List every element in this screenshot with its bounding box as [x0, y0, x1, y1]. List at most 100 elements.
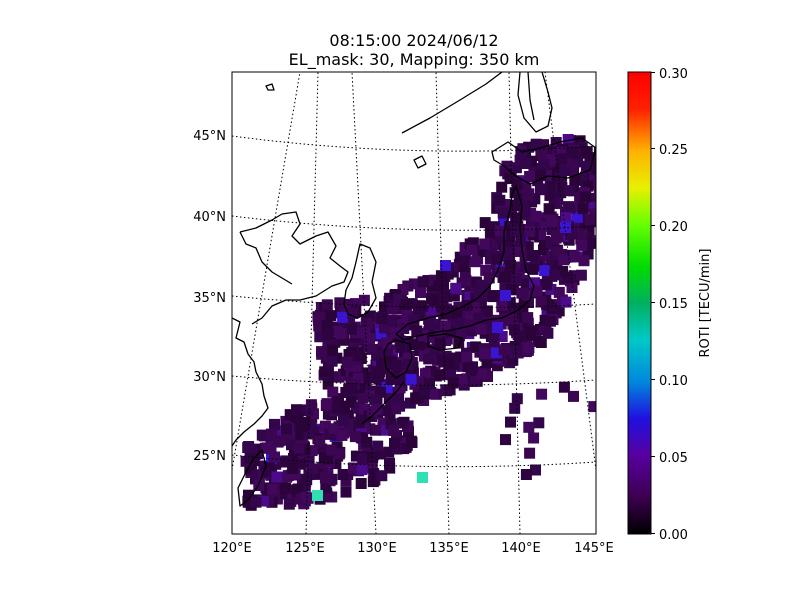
roti-cell: [314, 435, 326, 447]
meridian-145e-inner: [544, 72, 596, 471]
roti-cell: [465, 325, 477, 337]
roti-cell: [356, 409, 368, 421]
roti-cell: [314, 331, 326, 343]
roti-cell: [371, 349, 383, 361]
roti-cell: [291, 404, 302, 416]
roti-cell: [335, 328, 347, 340]
roti-cell: [499, 271, 511, 283]
roti-cell: [364, 333, 375, 345]
roti-cell: [538, 159, 550, 171]
roti-cell: [393, 390, 405, 401]
roti-cell: [500, 434, 511, 446]
roti-cell: [379, 322, 390, 334]
map-title-time: 08:15:00 2024/06/12: [329, 31, 499, 50]
lon-label-125: 125°E: [285, 541, 325, 556]
roti-cell: [436, 301, 448, 313]
roti-cell: [281, 423, 292, 435]
roti-cell: [336, 429, 348, 441]
roti-cell: [380, 405, 392, 417]
roti-cells-layer: [240, 134, 596, 511]
roti-cell: [535, 150, 547, 162]
roti-cell: [576, 222, 588, 234]
roti-cell: [527, 250, 539, 261]
roti-cell: [284, 409, 296, 421]
roti-cell: [364, 310, 376, 322]
map-plot-area: [232, 72, 596, 534]
roti-cell: [266, 483, 278, 495]
roti-cell: [326, 344, 338, 356]
roti-cell: [283, 498, 295, 510]
roti-cell: [515, 330, 527, 342]
roti-cell: [389, 327, 401, 339]
roti-cell: [494, 225, 506, 237]
roti-cell-enhanced: [312, 490, 323, 501]
roti-cell: [479, 238, 491, 250]
roti-cell: [271, 425, 283, 437]
roti-cell: [524, 171, 536, 182]
roti-cell: [343, 418, 355, 430]
roti-cell: [518, 295, 530, 307]
roti-cell: [520, 158, 532, 169]
roti-cell: [502, 246, 514, 258]
roti-cell: [575, 269, 587, 281]
roti-cell: [516, 287, 528, 299]
roti-cell: [333, 448, 345, 460]
roti-cell: [535, 169, 547, 181]
roti-cell: [511, 345, 522, 357]
roti-cell: [559, 164, 571, 176]
roti-cell: [447, 377, 459, 389]
roti-cell: [397, 284, 409, 295]
roti-cell: [313, 320, 325, 332]
roti-cell: [388, 425, 400, 436]
roti-cell: [385, 396, 397, 408]
roti-cell: [314, 311, 326, 323]
roti-cell: [294, 458, 306, 470]
lon-label-145: 145°E: [574, 541, 614, 556]
roti-cell: [593, 186, 596, 198]
roti-cell: [505, 284, 517, 296]
roti-cell: [357, 453, 369, 465]
roti-cell: [523, 342, 535, 354]
roti-cell: [522, 317, 534, 329]
roti-cell: [548, 196, 560, 208]
roti-cell: [376, 470, 388, 482]
roti-cell: [257, 495, 269, 507]
roti-cell: [258, 430, 270, 442]
meridian-140e: [508, 72, 521, 534]
roti-cell: [488, 330, 500, 342]
roti-cell: [322, 329, 334, 341]
roti-cell: [415, 377, 427, 389]
roti-cell: [385, 373, 397, 385]
sado-island: [413, 155, 427, 169]
roti-cell: [542, 327, 554, 339]
roti-cell: [321, 398, 333, 410]
roti-cell: [364, 423, 376, 435]
roti-cell: [456, 375, 468, 387]
roti-cell: [338, 334, 350, 346]
graticule: [232, 72, 596, 534]
roti-cell: [405, 373, 417, 385]
roti-cell: [527, 263, 539, 275]
roti-cell: [556, 153, 568, 165]
roti-cell: [363, 341, 375, 353]
roti-cell-enhanced: [500, 290, 511, 301]
roti-cell: [393, 293, 405, 305]
roti-cell: [480, 264, 492, 276]
roti-cell: [400, 298, 412, 310]
roti-cell: [582, 248, 594, 260]
roti-cell: [571, 211, 583, 223]
roti-cell: [261, 442, 273, 454]
roti-cell: [445, 369, 456, 381]
roti-cell: [569, 174, 581, 186]
roti-cell: [379, 363, 391, 375]
parallel-25n: [232, 454, 596, 468]
roti-cell: [434, 338, 446, 349]
roti-cell: [509, 402, 521, 414]
roti-cell: [562, 271, 574, 283]
roti-cell: [242, 496, 254, 508]
roti-cell: [552, 230, 564, 242]
roti-cell: [366, 372, 378, 383]
roti-cell: [243, 489, 254, 501]
roti-cell: [475, 323, 487, 335]
roti-cell: [402, 352, 414, 364]
